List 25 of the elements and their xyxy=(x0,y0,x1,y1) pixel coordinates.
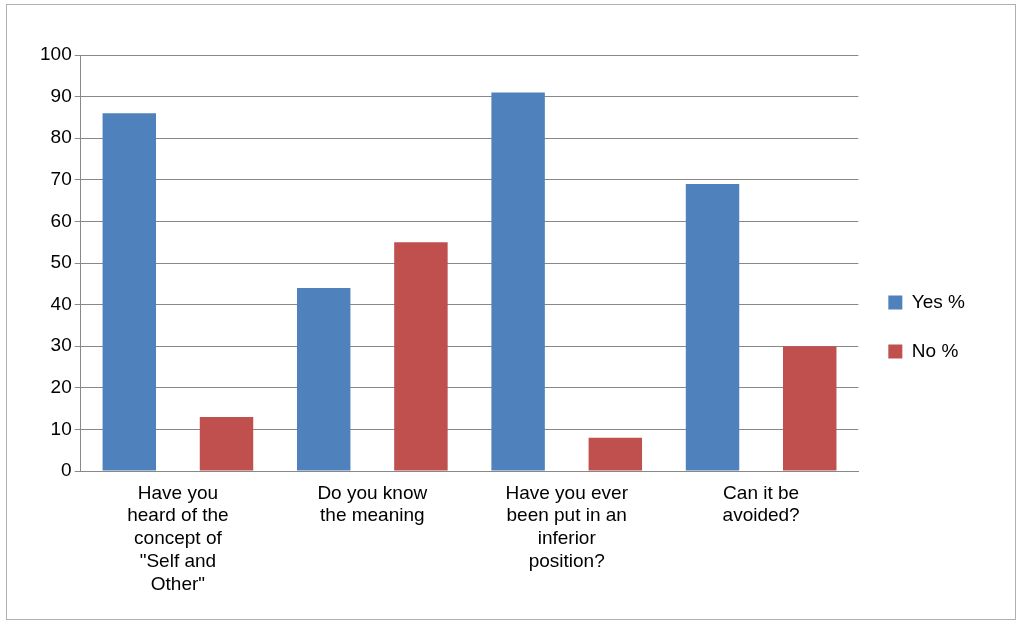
x-tick-label: Do you know the meaning xyxy=(317,481,428,526)
x-tick-label: Have you ever been put in an inferior position? xyxy=(505,481,629,572)
bar xyxy=(199,416,254,471)
bar xyxy=(296,287,351,471)
bar xyxy=(783,346,837,471)
legend-label: Yes % xyxy=(911,290,966,312)
bar xyxy=(685,183,740,471)
legend-label: No % xyxy=(911,339,959,361)
y-tick-label: 50 xyxy=(50,251,72,273)
y-tick-label: 80 xyxy=(50,126,72,148)
y-tick-label: 100 xyxy=(40,43,72,65)
y-tick-label: 0 xyxy=(61,459,72,481)
y-tick-label: 40 xyxy=(50,292,72,314)
y-tick-label: 90 xyxy=(50,84,72,106)
y-tick-label: 10 xyxy=(50,417,72,439)
y-tick-label: 30 xyxy=(50,334,72,356)
bar xyxy=(394,242,448,471)
x-tick-label: Have you heard of the concept of "Self and Other" xyxy=(127,481,229,594)
x-tick-label: Can it be avoided? xyxy=(722,481,800,526)
y-tick-label: 20 xyxy=(50,376,72,398)
y-tick-label: 70 xyxy=(50,168,72,190)
bar xyxy=(102,113,157,471)
bar xyxy=(491,92,545,471)
y-tick-label: 60 xyxy=(50,209,72,231)
bar xyxy=(588,437,643,471)
